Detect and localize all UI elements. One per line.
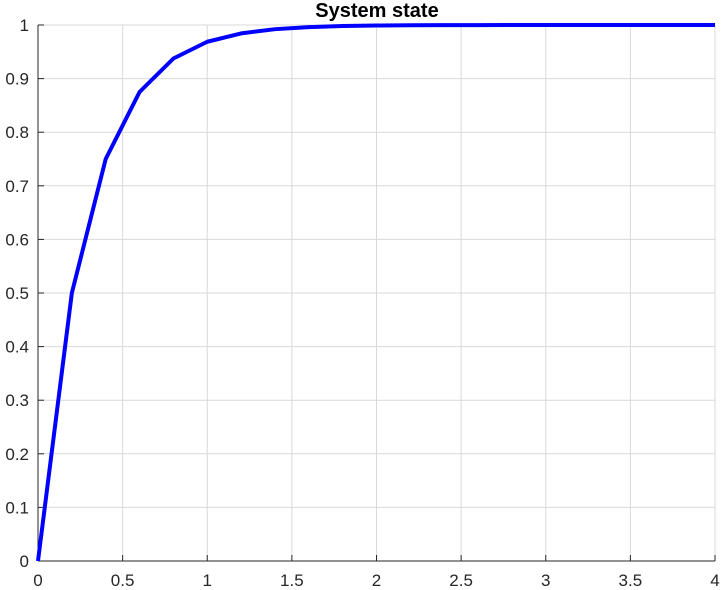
y-tick-label: 0.1	[5, 498, 29, 517]
x-tick-label: 2.5	[449, 571, 473, 590]
chart-title: System state	[315, 0, 438, 22]
x-tick-label: 2	[372, 571, 381, 590]
x-tick-label: 3.5	[619, 571, 643, 590]
x-tick-label: 3	[541, 571, 550, 590]
y-tick-label: 0.5	[5, 284, 29, 303]
y-tick-label: 0	[20, 552, 29, 571]
y-tick-label: 0.9	[5, 70, 29, 89]
x-tick-label: 1.5	[280, 571, 304, 590]
y-tick-label: 0.7	[5, 177, 29, 196]
y-tick-label: 0.8	[5, 123, 29, 142]
x-tick-label: 1	[203, 571, 212, 590]
x-tick-label: 0	[33, 571, 42, 590]
y-tick-label: 0.3	[5, 391, 29, 410]
y-tick-label: 0.6	[5, 230, 29, 249]
x-tick-label: 0.5	[111, 571, 135, 590]
y-tick-label: 0.4	[5, 338, 29, 357]
x-tick-label: 4	[710, 571, 719, 590]
y-tick-label: 1	[20, 16, 29, 35]
y-tick-label: 0.2	[5, 445, 29, 464]
tick-labels: 0 0.5 1 1.5 2 2.5 3 3.5 4 0 0.1 0.2 0.3 0.4 0.5 0.6 0.7 0…	[5, 16, 719, 590]
series-layer	[36, 23, 716, 562]
grid	[38, 24, 716, 561]
axes	[37, 24, 716, 562]
